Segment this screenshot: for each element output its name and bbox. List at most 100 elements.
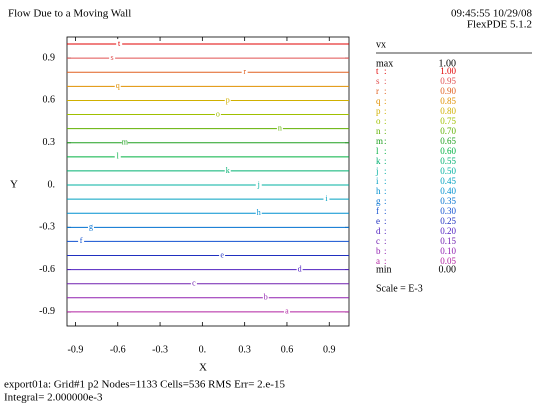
y-tick-label: -0.6: [39, 264, 55, 275]
legend-value: 0.70: [440, 126, 456, 136]
contour-label: p: [226, 95, 230, 104]
x-tick-label: 0.3: [238, 344, 251, 355]
contour-label: b: [264, 293, 268, 302]
legend-value: 0.40: [440, 186, 456, 196]
legend-key: n: [376, 126, 381, 136]
y-tick-label: 0.6: [43, 95, 56, 106]
legend-value: 0.05: [440, 256, 456, 266]
legend-separator: :: [384, 206, 387, 216]
contour-label-bg: [283, 306, 290, 317]
contour-label-bg: [323, 194, 330, 205]
timestamp: 09:45:55 10/29/08: [451, 8, 532, 20]
legend-separator: :: [384, 176, 387, 186]
legend-key: e: [376, 216, 380, 226]
software: FlexPDE 5.1.2: [467, 19, 532, 31]
legend-max-label: max: [376, 58, 393, 69]
legend-key: j: [375, 166, 379, 176]
legend-value: 0.80: [440, 106, 456, 116]
y-tick-label: -0.9: [39, 306, 55, 317]
legend-separator: :: [384, 186, 387, 196]
plot-frame: [66, 36, 350, 327]
footer-line: Integral= 2.000000e-3: [4, 392, 103, 404]
legend-separator: :: [384, 216, 387, 226]
y-tick-label: 0.: [48, 179, 56, 190]
legend-title: vx: [376, 39, 386, 50]
contour-label: n: [278, 123, 282, 132]
legend-separator: :: [384, 256, 387, 266]
legend-key: a: [376, 256, 380, 266]
contour-label-bg: [296, 264, 303, 275]
y-tick-label: 0.9: [43, 52, 56, 63]
legend-value: 1.00: [440, 66, 456, 76]
legend-separator: :: [384, 96, 387, 106]
legend-value: 0.35: [440, 196, 456, 206]
contour-label: g: [89, 222, 93, 231]
contour-label: a: [285, 307, 289, 316]
contour-label-bg: [114, 81, 121, 92]
legend-key: h: [376, 186, 381, 196]
contour-label-bg: [224, 165, 231, 176]
contour-label: k: [226, 166, 230, 175]
contour-label: o: [216, 109, 220, 118]
contour-label-bg: [114, 151, 121, 162]
contour-label-bg: [214, 109, 221, 120]
contour-label-bg: [255, 180, 262, 191]
legend-value: 0.30: [440, 206, 456, 216]
legend-value: 0.75: [440, 116, 456, 126]
legend-separator: :: [384, 196, 387, 206]
footer-line: export01a: Grid#1 p2 Nodes=1133 Cells=53…: [4, 379, 285, 391]
x-tick-label: 0.: [199, 344, 207, 355]
x-tick-label: 0.9: [323, 344, 336, 355]
contour-label-bg: [276, 123, 283, 134]
legend-value: 0.15: [440, 236, 456, 246]
legend-separator: :: [384, 226, 387, 236]
contour-label-bg: [219, 250, 226, 261]
y-tick-label: -0.3: [39, 222, 55, 233]
legend-key: i: [376, 176, 379, 186]
contour-label: c: [192, 279, 196, 288]
contour-label-bg: [190, 278, 197, 289]
y-tick-label: 0.3: [43, 137, 56, 148]
legend-separator: :: [384, 66, 387, 76]
legend-separator: :: [384, 246, 387, 256]
legend-separator: :: [384, 126, 387, 136]
x-axis-label: X: [199, 362, 207, 374]
legend-min-value: 0.00: [439, 264, 457, 275]
legend-value: 0.60: [440, 146, 456, 156]
legend-value: 0.85: [440, 96, 456, 106]
legend-key: r: [376, 86, 379, 96]
legend-key: p: [376, 106, 381, 116]
contour-label-bg: [262, 292, 269, 303]
legend-value: 0.10: [440, 246, 456, 256]
legend-key: k: [376, 156, 381, 166]
x-tick-label: 0.6: [281, 344, 294, 355]
legend-value: 0.55: [440, 156, 456, 166]
legend-value: 0.95: [440, 76, 456, 86]
legend-separator: :: [384, 86, 387, 96]
legend-separator: :: [384, 76, 387, 86]
contour-label: q: [116, 81, 120, 90]
legend-value: 0.90: [440, 86, 456, 96]
contour-label: s: [111, 53, 114, 62]
contour-label: t: [118, 39, 121, 48]
contour-label-bg: [78, 236, 85, 247]
x-tick-label: -0.3: [152, 344, 168, 355]
legend-min-label: min: [376, 264, 392, 275]
legend-key: o: [376, 116, 381, 126]
contour-label: h: [257, 208, 261, 217]
legend-key: c: [376, 236, 380, 246]
x-tick-label: -0.9: [68, 344, 84, 355]
x-tick-label: -0.6: [110, 344, 126, 355]
contour-label: i: [325, 194, 328, 203]
legend-key: t: [376, 66, 379, 76]
legend-key: b: [376, 246, 381, 256]
legend-key: f: [376, 206, 379, 216]
contour-label: j: [257, 180, 260, 189]
legend-separator: :: [384, 166, 387, 176]
legend-key: m: [376, 136, 383, 146]
contour-label-bg: [241, 67, 248, 78]
legend-max-value: 1.00: [439, 58, 457, 69]
legend-key: s: [376, 76, 380, 86]
